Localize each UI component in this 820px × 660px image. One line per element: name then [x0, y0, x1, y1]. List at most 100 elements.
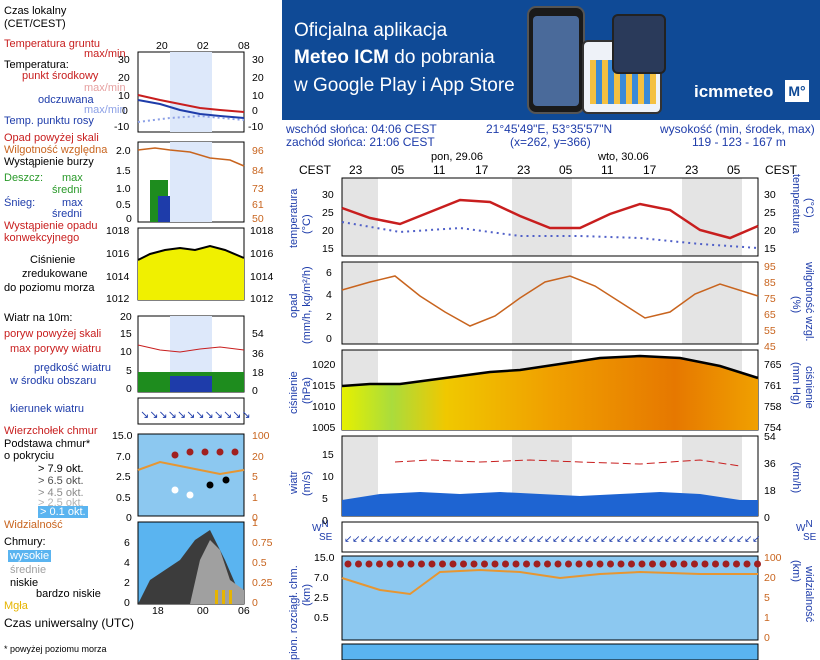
tick: 84	[252, 165, 264, 177]
pressure-r-axis-label: ciśnienie	[803, 366, 815, 409]
axis-tick: 1020	[312, 359, 336, 371]
phone-image	[527, 6, 585, 114]
axis-tick: 36	[764, 458, 776, 470]
pressure-axis-label: ciśnienie	[288, 371, 300, 414]
wind-arrow-icon: ↙	[704, 534, 712, 545]
wind-arrow-icon: ↙	[528, 534, 536, 545]
legend-mid: średnie	[10, 564, 47, 576]
wind-arrow-icon: ↙	[512, 534, 520, 545]
temp-axis-unit: (°C)	[301, 214, 313, 234]
wind-arrow-icon: ↙	[632, 534, 640, 545]
icm-logo: icmmeteo	[694, 82, 774, 101]
tick: 10	[252, 90, 264, 102]
axis-tick: 15	[764, 243, 776, 255]
tick: 1016	[250, 248, 274, 260]
axis-tick: 1	[764, 612, 770, 624]
axis-tick: 0	[322, 515, 328, 527]
hour-tick-label: 05	[559, 163, 573, 177]
legend-feels: odczuwana	[38, 94, 94, 106]
tick: 7.0	[116, 451, 131, 463]
cloud-top-dot	[407, 560, 415, 568]
axis-tick: 30	[764, 189, 776, 201]
legend-time-local: Czas lokalny	[4, 5, 67, 17]
axis-tick: 754	[764, 422, 782, 434]
precip-axis-unit: (mm/h, kg/m²/h)	[301, 266, 313, 344]
legend-soil-temp: Temperatura gruntu	[4, 38, 100, 50]
banner-line2: Meteo ICM do pobrania	[294, 47, 495, 69]
axis-tick: 25	[764, 207, 776, 219]
cloud-top-dot	[596, 560, 604, 568]
axis-tick: 0	[764, 512, 770, 524]
app-promo-banner[interactable]: Oficjalna aplikacja Meteo ICM do pobrani…	[282, 0, 820, 120]
cloud-top-dot	[670, 560, 677, 568]
axis-tick: 15	[322, 243, 334, 255]
wind-arrow-icon: ↙	[520, 534, 528, 545]
wind-arrow-icon: ↙	[360, 534, 368, 545]
wind-arrow-icon: ↙	[352, 534, 360, 545]
visibility-line	[341, 568, 758, 596]
legend-bottom-tick: 06	[238, 605, 250, 617]
legend-feels-maxmin: max/min	[84, 104, 126, 116]
cloud-top-dot	[355, 560, 362, 568]
humidity-axis-unit: (%)	[790, 296, 802, 314]
cloud-top-dot	[691, 560, 698, 568]
tick: 10	[120, 346, 132, 358]
legend-pressure3: do poziomu morza	[4, 282, 95, 294]
legend-dew-line	[137, 114, 245, 123]
axis-tick: 1010	[312, 401, 336, 413]
cloud-top-dot	[491, 560, 499, 568]
tick: 0	[252, 105, 258, 117]
axis-tick: 2.5	[314, 592, 329, 604]
tick: 1012	[106, 293, 130, 305]
tick: 73	[252, 183, 264, 195]
day-label-1: pon, 29.06	[431, 151, 483, 163]
legend-cloud-base: Podstawa chmur*	[4, 438, 91, 450]
banner-line3: w Google Play i App Store	[294, 75, 515, 96]
cloud-top-dot	[428, 560, 436, 568]
cloud-axis-unit: (km)	[301, 584, 313, 606]
wind-r-axis-unit: (km/h)	[790, 462, 802, 494]
compass-w: W	[312, 523, 322, 534]
cloud-top-dot	[638, 560, 646, 568]
cloud-top-dot	[565, 560, 572, 568]
axis-tick: 15	[322, 449, 334, 461]
wind-arrow-icon: ↙	[592, 534, 600, 545]
axis-tick: 20	[764, 225, 776, 237]
wind-arrow-icon: ↙	[504, 534, 512, 545]
legend-precip-conv: konwekcyjnego	[4, 232, 80, 244]
wind-arrow-icon: ↙	[552, 534, 560, 545]
axis-tick: 10	[322, 471, 334, 483]
tick: 1	[252, 517, 258, 529]
tick: 0	[252, 597, 258, 609]
legend-cloud-top: Wierzchołek chmur	[4, 425, 98, 437]
wind-arrow-icon: ↙	[720, 534, 728, 545]
legend-pressure1: Ciśnienie	[30, 254, 76, 266]
wind-arrow-icon: ↙	[752, 534, 760, 545]
legend-snow: Śnieg:	[4, 197, 36, 209]
axis-tick: 25	[322, 207, 334, 219]
legend-snow-mid: średni	[52, 208, 82, 220]
wind-arrow-icon: ↙	[600, 534, 608, 545]
tick: 61	[252, 199, 264, 211]
legend-cloud-chart-frame	[137, 433, 245, 517]
cloud-top-dot	[481, 560, 488, 568]
legend-winddir-frame	[137, 397, 245, 425]
icm-logo-badge: M°	[785, 80, 809, 102]
legend-okt65: > 6.5 okt.	[38, 475, 84, 487]
tick: 30	[252, 54, 264, 66]
winddir-chart-frame	[341, 521, 759, 553]
wind-arrow-icon: ↙	[464, 534, 472, 545]
legend-time-local-zone: (CET/CEST)	[4, 18, 66, 30]
compass-icon-right: WN SE	[796, 520, 816, 543]
tick: 15	[120, 328, 132, 340]
wind-arrow-icon: ↙	[640, 534, 648, 545]
legend-mid-point: punkt środkowy	[22, 70, 99, 82]
cloud-top-dot	[607, 560, 614, 568]
axis-tick: 1015	[312, 380, 336, 392]
tick: 0.25	[252, 577, 273, 589]
night-band	[342, 178, 378, 256]
hour-tick-label: 05	[727, 163, 741, 177]
cloud-top-dot	[533, 560, 541, 568]
legend-gust-over: poryw powyżej skali	[4, 328, 102, 340]
